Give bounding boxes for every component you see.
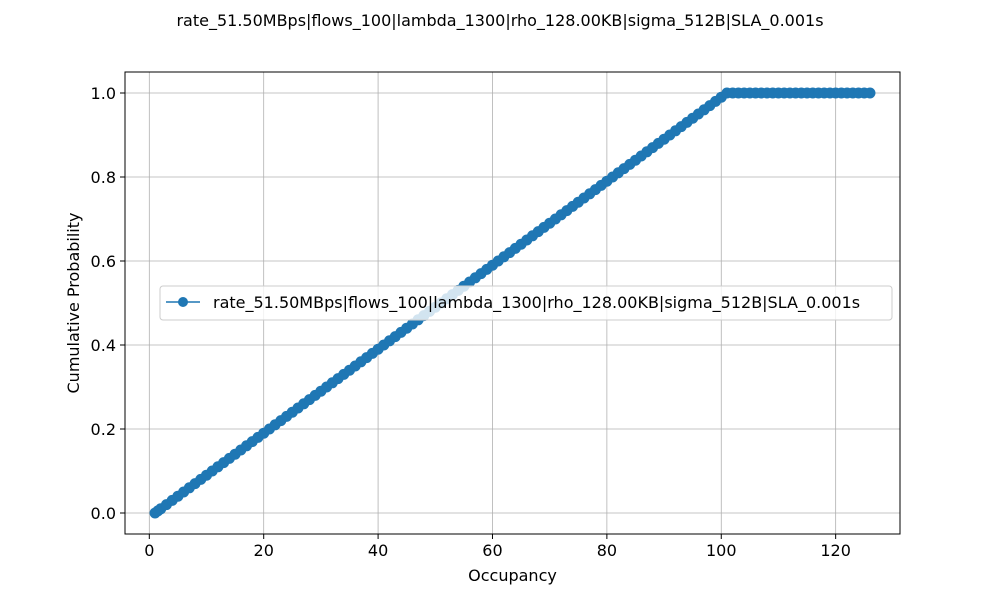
series-layer (149, 87, 876, 519)
legend: rate_51.50MBps|flows_100|lambda_1300|rho… (159, 285, 893, 321)
y-tick-label: 0.6 (91, 252, 116, 271)
legend-box (159, 285, 893, 321)
x-tick-label: 80 (597, 541, 617, 560)
x-axis: 0 20 40 60 80 100 120 (144, 534, 851, 560)
x-tick-label: 40 (368, 541, 388, 560)
chart-title: rate_51.50MBps|flows_100|lambda_1300|rho… (176, 11, 823, 31)
plot-frame (124, 71, 901, 535)
x-axis-label: Occupancy (468, 566, 557, 585)
y-tick-label: 0.4 (91, 336, 116, 355)
y-tick-label: 0.8 (91, 168, 116, 187)
legend-dot-marker (178, 297, 188, 307)
y-tick-label: 1.0 (91, 84, 116, 103)
x-tick-label: 120 (820, 541, 851, 560)
y-axis-label: Cumulative Probability (64, 213, 83, 394)
legend-label: rate_51.50MBps|flows_100|lambda_1300|rho… (213, 293, 860, 313)
y-tick-label: 0.0 (91, 504, 116, 523)
data-point (864, 87, 876, 99)
x-tick-label: 20 (254, 541, 274, 560)
x-tick-label: 100 (706, 541, 737, 560)
y-tick-label: 0.2 (91, 420, 116, 439)
y-axis: 0.0 0.2 0.4 0.6 0.8 1.0 (91, 84, 125, 523)
x-tick-label: 0 (144, 541, 154, 560)
x-tick-label: 60 (482, 541, 502, 560)
